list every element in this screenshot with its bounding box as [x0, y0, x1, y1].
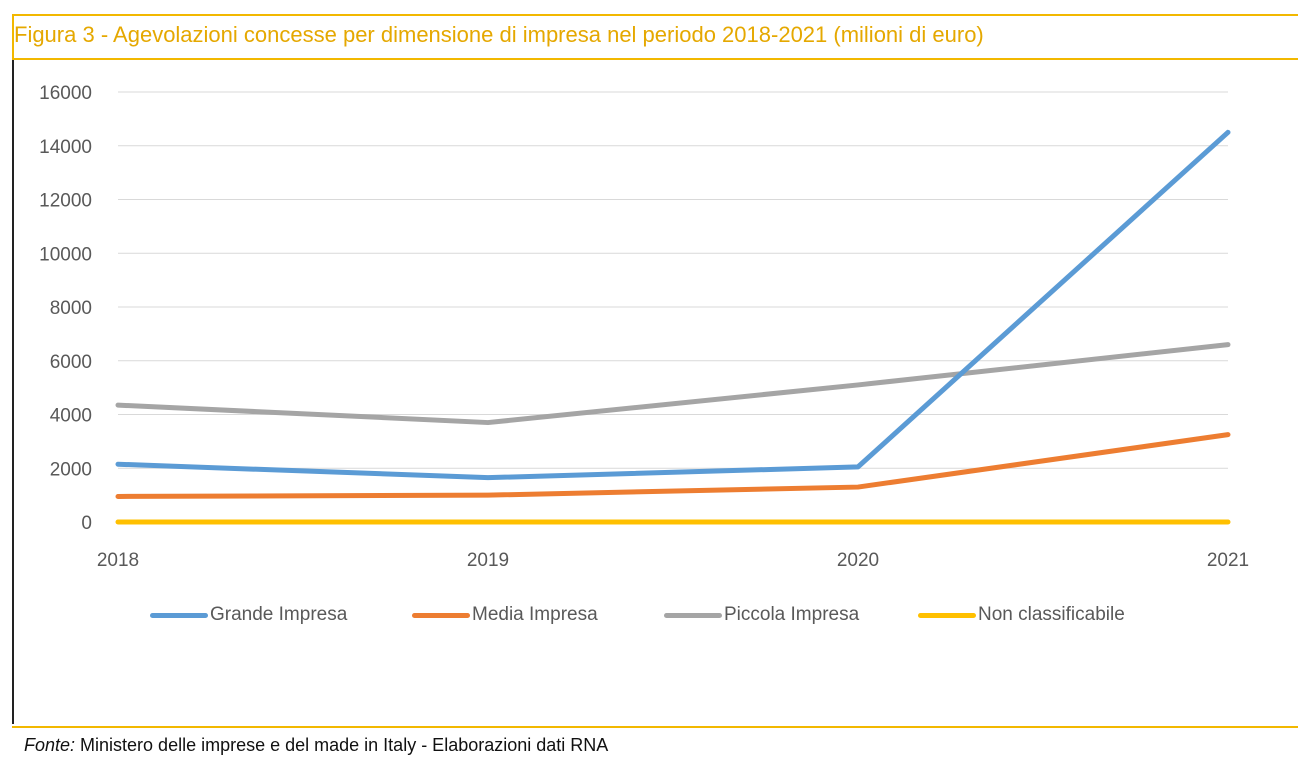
- legend-swatch: [918, 612, 976, 618]
- x-tick-label: 2018: [97, 550, 139, 571]
- title-bar: [12, 14, 1298, 60]
- left-border: [12, 60, 14, 724]
- legend-item: Grande Impresa: [150, 600, 347, 630]
- legend-swatch: [412, 612, 470, 618]
- y-tick-label: 12000: [39, 191, 92, 212]
- y-tick-label: 8000: [50, 298, 92, 319]
- x-tick-label: 2019: [467, 550, 509, 571]
- source-label: Fonte:: [24, 735, 76, 755]
- legend-swatch: [150, 612, 208, 618]
- legend: Grande Impresa Media Impresa Piccola Impre…: [150, 600, 1250, 630]
- y-tick-label: 4000: [50, 406, 92, 427]
- legend-label: Piccola Impresa: [724, 604, 860, 625]
- series-line-piccola-impresa: [115, 342, 1231, 426]
- source-text: Ministero delle imprese e del made in It…: [75, 735, 609, 755]
- legend-label: Non classificabile: [978, 604, 1125, 625]
- legend-swatch: [664, 612, 722, 618]
- y-axis-ticks: 0 2000 4000 6000 8000 10000 12000 14000 16000: [39, 83, 92, 534]
- source-note: Fonte: Ministero delle imprese e del mad…: [24, 735, 608, 756]
- y-tick-label: 6000: [50, 352, 92, 373]
- series-line-media-impresa: [115, 432, 1231, 499]
- series-line-grande-impresa: [115, 129, 1231, 481]
- legend-label: Grande Impresa: [210, 604, 348, 625]
- x-tick-label: 2021: [1207, 550, 1249, 571]
- legend-item: Piccola Impresa: [664, 600, 859, 630]
- legend-label: Media Impresa: [472, 604, 598, 625]
- line-chart: 0 2000 4000 6000 8000 10000 12000 14000 16000 20…: [39, 83, 1249, 571]
- legend-item: Media Impresa: [412, 600, 598, 630]
- chart-title: Figura 3 - Agevolazioni concesse per dim…: [14, 22, 984, 47]
- y-tick-label: 10000: [39, 244, 92, 265]
- x-axis-ticks: 2018 2019 2020 2021: [97, 550, 1249, 571]
- footer-bar: [12, 726, 1298, 760]
- legend-item: Non classificabile: [918, 600, 1125, 630]
- series-lines: [115, 129, 1231, 525]
- y-tick-label: 0: [81, 513, 92, 534]
- y-tick-label: 16000: [39, 83, 92, 104]
- x-tick-label: 2020: [837, 550, 879, 571]
- y-tick-label: 2000: [50, 459, 92, 480]
- y-tick-label: 14000: [39, 137, 92, 158]
